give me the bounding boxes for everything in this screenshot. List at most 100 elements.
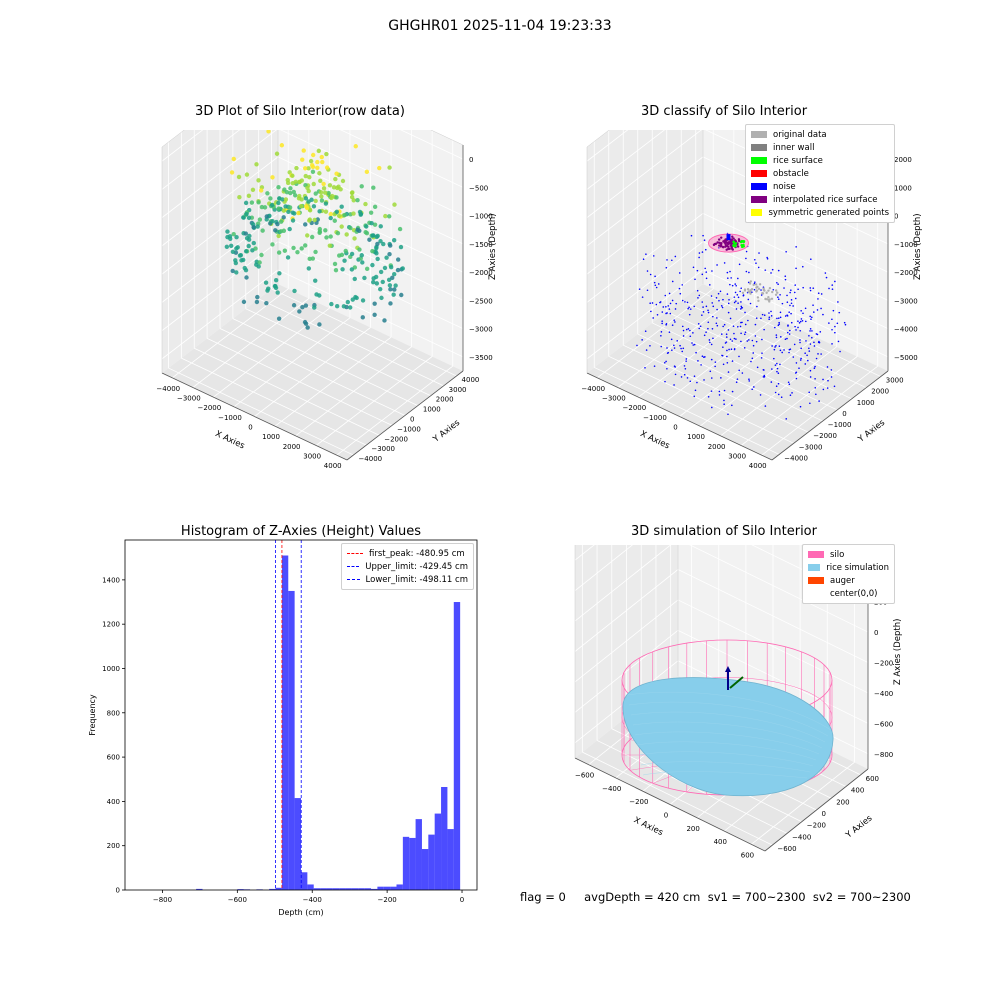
noise-point [702, 306, 704, 308]
noise-point [778, 321, 780, 324]
grid-line [586, 130, 666, 190]
noise-point [801, 265, 804, 268]
data-point [225, 229, 230, 234]
data-point [306, 188, 311, 194]
z-tick-label: 2000 [894, 156, 912, 164]
data-point [390, 275, 395, 281]
noise-point [668, 331, 671, 333]
data-point [274, 151, 280, 156]
data-point [324, 165, 330, 170]
z-tick-label: −800 [874, 751, 893, 759]
noise-point [751, 357, 754, 360]
noise-point [806, 354, 808, 357]
pane-edge [586, 130, 610, 148]
data-point [348, 305, 353, 310]
data-point [336, 213, 342, 219]
histogram-bar [345, 888, 352, 890]
noise-point [710, 358, 713, 361]
original-point [756, 285, 759, 289]
data-point [303, 321, 309, 326]
noise-point [748, 380, 751, 382]
noise-point [789, 329, 791, 332]
data-point [388, 301, 393, 306]
noise-point [652, 317, 654, 319]
legend-label: first_peak: -480.95 cm [369, 548, 465, 559]
noise-point [674, 366, 676, 368]
y-tick-label: 2000 [436, 396, 454, 404]
noise-point [825, 276, 828, 279]
interpolated-point [720, 242, 723, 246]
data-point [244, 172, 250, 177]
legend-swatch [808, 590, 824, 597]
y-tick-label: 1400 [102, 576, 120, 584]
original-point [774, 293, 778, 296]
z-tick-label: −400 [874, 690, 893, 698]
noise-point [695, 351, 697, 354]
data-point [278, 229, 284, 234]
noise-point [732, 325, 735, 327]
x-tick-label: −3000 [602, 395, 626, 403]
interpolated-point [726, 242, 730, 245]
noise-point [822, 378, 824, 381]
data-point [292, 288, 297, 294]
data-point [230, 268, 235, 274]
z-tick-label: −2000 [894, 269, 918, 277]
data-point [305, 325, 310, 330]
noise-point [777, 269, 780, 272]
data-point [241, 299, 247, 305]
z-tick-label: −500 [469, 184, 488, 192]
data-point [369, 220, 374, 226]
noise-point [774, 346, 776, 348]
x-tick-label: 4000 [749, 462, 767, 470]
noise-point [681, 284, 684, 286]
original-point [757, 299, 760, 303]
data-point [229, 170, 235, 175]
y-tick-label: −1000 [397, 425, 421, 433]
noise-point [753, 258, 756, 261]
y-tick-label: 4000 [462, 376, 480, 384]
y-tick-label: 3000 [886, 377, 904, 385]
noise-point [760, 317, 762, 320]
noise-point [734, 283, 737, 285]
noise-point [741, 321, 743, 324]
noise-point [789, 291, 791, 294]
noise-point [666, 259, 668, 261]
noise-point [783, 287, 785, 289]
data-point [307, 174, 312, 180]
noise-point [775, 336, 778, 339]
data-point [371, 279, 376, 285]
grid-line [574, 599, 679, 683]
data-point [332, 218, 337, 223]
legend-item: interpolated rice surface [751, 193, 889, 206]
noise-point [809, 330, 811, 332]
noise-point [682, 347, 685, 350]
noise-point [751, 291, 753, 294]
noise-point [777, 372, 780, 375]
data-point [355, 227, 360, 232]
noise-point [816, 333, 819, 336]
rice-mesh-line [638, 751, 814, 767]
grid-line [161, 130, 204, 162]
legend-swatch [751, 170, 767, 177]
y-tick-label: 400 [851, 787, 864, 795]
noise-point [763, 328, 765, 331]
data-point [266, 130, 271, 134]
data-point [349, 267, 355, 272]
noise-point [661, 311, 664, 313]
noise-point [795, 377, 798, 380]
panel3-legend: first_peak: -480.95 cm Upper_limit: -429.… [341, 543, 474, 590]
x-tick-label: −3000 [177, 395, 201, 403]
noise-point [801, 320, 804, 322]
noise-point [683, 365, 686, 367]
noise-point [814, 377, 816, 380]
noise-point [687, 328, 690, 330]
noise-point [822, 388, 825, 391]
noise-point [831, 288, 834, 290]
noise-point [805, 340, 807, 342]
noise-point [735, 381, 738, 383]
noise-point [727, 413, 729, 416]
z-tick-label: 1000 [894, 184, 912, 192]
noise-point [711, 406, 713, 409]
x-tick-label: 2000 [283, 443, 301, 451]
data-point [392, 202, 397, 207]
